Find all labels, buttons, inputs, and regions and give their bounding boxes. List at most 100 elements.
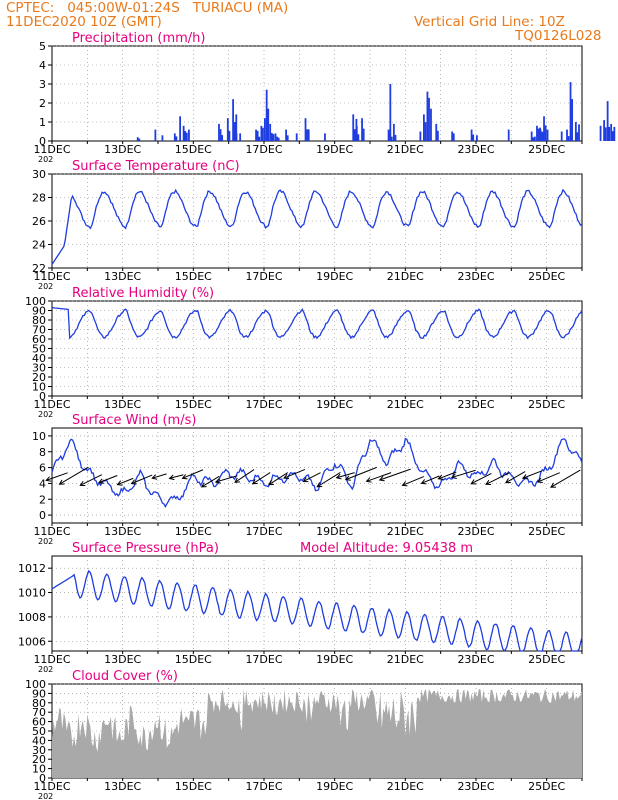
y-tick-label: 10 <box>32 763 46 776</box>
x-tick-label: 13DEC <box>104 398 141 411</box>
precip-bar <box>390 136 393 141</box>
precip-bar <box>304 118 307 141</box>
x-tick-label: 11DEC <box>33 270 70 283</box>
wind-vector <box>550 469 581 488</box>
precip-bar <box>419 131 422 141</box>
precip-bar <box>387 129 390 141</box>
x-tick-label: 15DEC <box>175 270 212 283</box>
wind-vector-head <box>420 479 427 485</box>
wind-vector <box>505 471 526 484</box>
x-tick-label: 23DEC <box>457 143 494 156</box>
wind-vector <box>252 472 271 485</box>
x-tick-label: 13DEC <box>104 780 141 793</box>
wind-vector-head <box>234 477 241 483</box>
x-tick-label: 13DEC <box>104 270 141 283</box>
vertical-grid-note: Vertical Grid Line: 10Z <box>414 14 565 30</box>
y-tick-label: 60 <box>32 716 46 729</box>
x-tick-label: 17DEC <box>245 398 282 411</box>
precip-bar <box>532 137 535 141</box>
precip-bar <box>472 134 475 141</box>
plot-frame <box>51 427 583 524</box>
y-tick-label: 0 <box>39 772 46 785</box>
wind-vector-head <box>251 479 258 485</box>
precip-bar <box>184 131 187 141</box>
wind-vector-head <box>401 481 408 487</box>
wind-vector-head <box>97 478 104 484</box>
x-tick-label: 25DEC <box>528 525 565 538</box>
wind-vector <box>152 473 167 479</box>
precip-bar <box>361 118 363 141</box>
y-tick-label: 26 <box>32 215 46 228</box>
x-tick-label: 15DEC <box>175 653 212 666</box>
precip-bar <box>436 130 439 141</box>
precip-bar <box>452 133 455 141</box>
precip-bar <box>603 120 605 141</box>
x-tick-label: 21DEC <box>387 525 424 538</box>
y-tick-label: 80 <box>32 697 46 710</box>
y-tick-label: 1 <box>39 116 46 129</box>
y-tick-label: 1010 <box>18 587 46 600</box>
wind-vector <box>316 472 341 488</box>
precip-bar <box>175 136 178 141</box>
pressure-line <box>51 569 583 652</box>
precip-bar <box>232 99 234 141</box>
wind-vector <box>421 475 440 484</box>
precip-bar <box>182 125 185 141</box>
wind-vector-head <box>200 482 207 488</box>
precip-bar <box>451 131 454 141</box>
precip-bar <box>265 89 268 141</box>
y-tick-label: 60 <box>32 333 46 346</box>
precip-bar <box>576 132 579 141</box>
wind-vector <box>283 468 306 479</box>
x-tick-label: 25DEC <box>528 653 565 666</box>
precip-bar <box>578 124 580 141</box>
panel-3: 0 2 4 6 8 10 11DEC 13DEC 15DEC 17DEC 19DEC 21DEC 23D… <box>32 413 583 546</box>
y-tick-label: 40 <box>32 352 46 365</box>
y-tick-label: 20 <box>32 753 46 766</box>
precip-bar <box>258 136 261 141</box>
x-tick-label: 23DEC <box>457 270 494 283</box>
y-tick-label: 4 <box>39 59 46 72</box>
wind-vector <box>451 469 476 478</box>
y-tick-label: 90 <box>32 305 46 318</box>
wind-vector-head <box>168 474 175 481</box>
plot-frame <box>51 555 583 652</box>
precip-bar <box>154 129 157 141</box>
wind-vector-head <box>521 474 528 480</box>
precip-bar <box>560 131 563 141</box>
precip-bar <box>219 129 222 141</box>
x-tick-label: 19DEC <box>316 653 353 666</box>
x-tick-label: 21DEC <box>387 270 424 283</box>
wind-vector-head <box>378 475 385 482</box>
precip-bar <box>161 135 164 141</box>
wind-vector-head <box>151 474 158 480</box>
precip-bar <box>430 108 432 141</box>
x-tick-label: 17DEC <box>245 780 282 793</box>
x-year-label: 202 <box>38 410 53 419</box>
precip-bar <box>264 118 266 141</box>
y-tick-label: 1008 <box>18 611 46 624</box>
temperature-line <box>51 188 583 265</box>
x-year-label: 202 <box>38 537 53 546</box>
x-tick-label: 13DEC <box>104 143 141 156</box>
precip-bar <box>138 138 141 141</box>
precip-bar <box>272 134 275 141</box>
wind-vector-head <box>58 479 65 485</box>
wind-vector <box>117 477 134 486</box>
y-tick-label: 28 <box>32 192 46 205</box>
precip-bar <box>235 114 238 141</box>
y-tick-label: 50 <box>32 343 46 356</box>
panel-0: 0 1 2 3 4 5 11DEC 13DEC 15DEC 17DEC 19DEC 21DEC 23DE… <box>33 31 616 164</box>
precip-bar <box>353 129 356 141</box>
x-tick-label: 25DEC <box>528 143 565 156</box>
precip-bar <box>307 129 310 141</box>
wind-vector-head <box>268 480 274 486</box>
precip-bar <box>260 125 263 141</box>
y-tick-label: 100 <box>25 678 46 691</box>
wind-vector-head <box>302 477 309 483</box>
precip-bar <box>537 128 540 141</box>
forecast-init-time: 11DEC2020 10Z (GMT) <box>6 14 162 30</box>
precip-bar <box>285 129 287 141</box>
wind-vector-head <box>79 480 86 487</box>
precip-bar <box>188 129 190 141</box>
